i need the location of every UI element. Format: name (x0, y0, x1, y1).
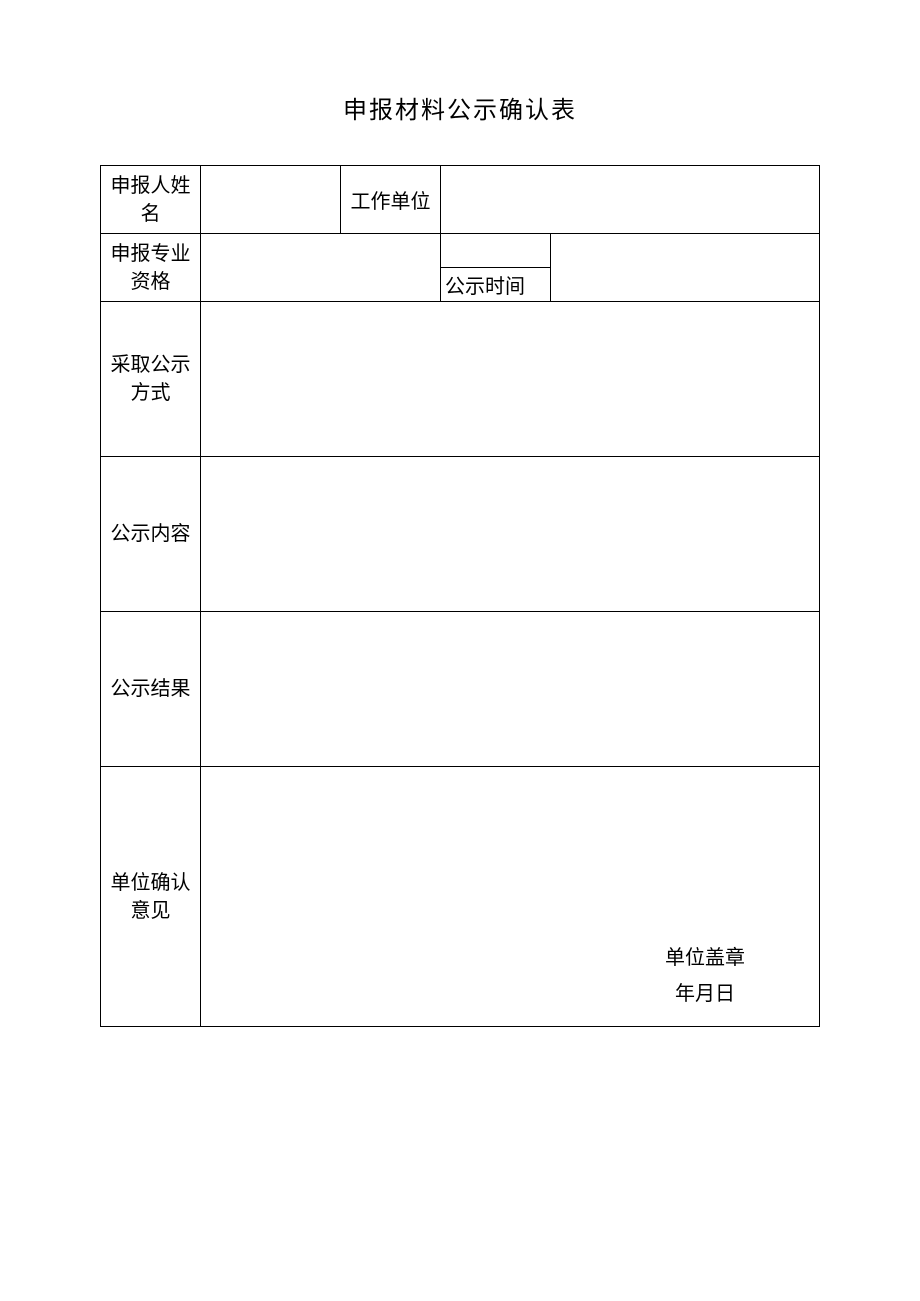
confirmation-table: 申报人姓名 工作单位 申报专业资格 公示时间 采取公示方式 公示内容 公示结果 … (100, 165, 820, 1027)
stamp-label: 单位盖章 (615, 940, 795, 976)
work-unit-value (441, 166, 820, 234)
unit-opinion-value: 单位盖章 年月日 (201, 767, 820, 1027)
unit-opinion-label: 单位确认意见 (101, 767, 201, 1027)
public-method-value (201, 302, 820, 457)
public-result-label: 公示结果 (101, 612, 201, 767)
qualification-label: 申报专业资格 (101, 234, 201, 302)
public-time-top-blank (441, 234, 550, 268)
public-time-value (551, 234, 820, 302)
public-time-label: 公示时间 (441, 268, 550, 301)
public-time-cell: 公示时间 (441, 234, 551, 302)
public-content-label: 公示内容 (101, 457, 201, 612)
qualification-value (201, 234, 441, 302)
applicant-name-label: 申报人姓名 (101, 166, 201, 234)
public-method-label: 采取公示方式 (101, 302, 201, 457)
date-label: 年月日 (615, 976, 795, 1012)
work-unit-label: 工作单位 (341, 166, 441, 234)
public-result-value (201, 612, 820, 767)
applicant-name-value (201, 166, 341, 234)
public-content-value (201, 457, 820, 612)
document-title: 申报材料公示确认表 (100, 90, 820, 125)
